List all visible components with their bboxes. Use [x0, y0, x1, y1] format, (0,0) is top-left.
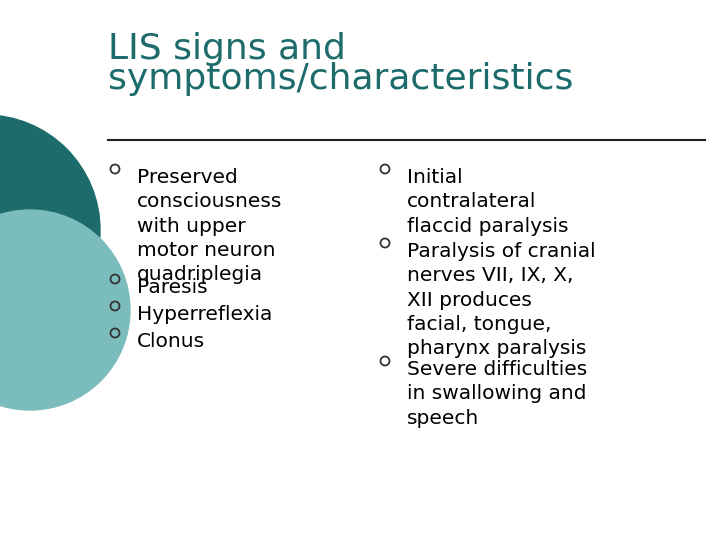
Text: Hyperreflexia: Hyperreflexia [137, 305, 272, 324]
Text: Paresis: Paresis [137, 278, 207, 297]
Circle shape [0, 210, 130, 410]
Text: symptoms/characteristics: symptoms/characteristics [108, 62, 573, 96]
Text: Paralysis of cranial
nerves VII, IX, X,
XII produces
facial, tongue,
pharynx par: Paralysis of cranial nerves VII, IX, X, … [407, 242, 595, 358]
Text: Initial
contralateral
flaccid paralysis: Initial contralateral flaccid paralysis [407, 168, 569, 235]
Text: Severe difficulties
in swallowing and
speech: Severe difficulties in swallowing and sp… [407, 360, 588, 428]
Text: Preserved
consciousness
with upper
motor neuron
quadriplegia: Preserved consciousness with upper motor… [137, 168, 282, 284]
Circle shape [0, 115, 100, 345]
Text: LIS signs and: LIS signs and [108, 32, 346, 66]
Text: Clonus: Clonus [137, 332, 205, 351]
